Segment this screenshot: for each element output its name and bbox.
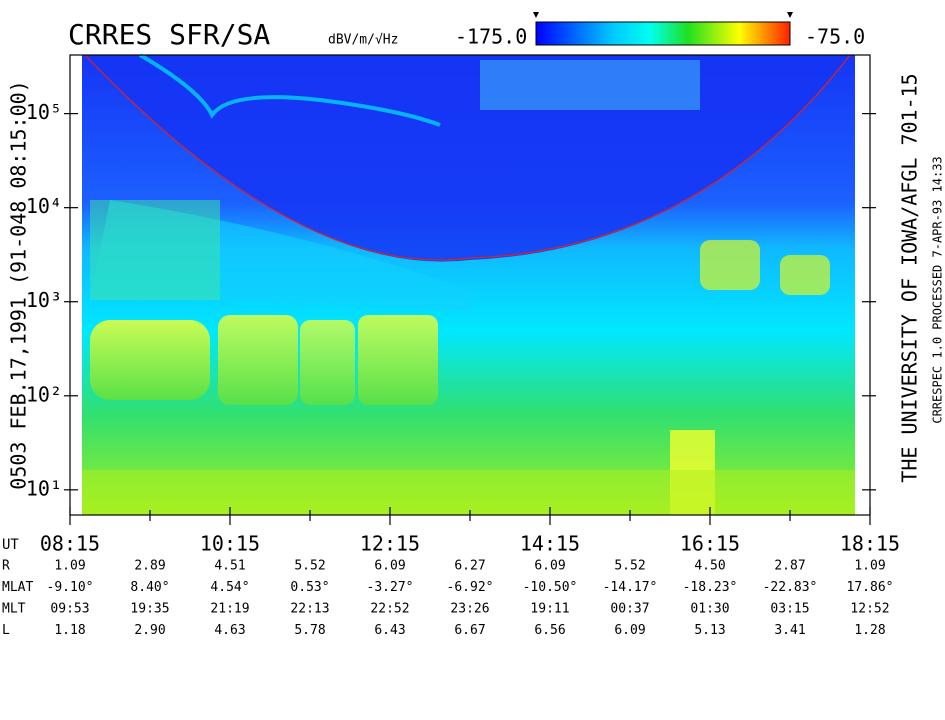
colorbar-end-marker xyxy=(533,12,539,18)
ephemeris-value: 2.87 xyxy=(774,559,805,574)
ephemeris-value: 22:52 xyxy=(370,602,409,617)
ephemeris-value: -14.17° xyxy=(603,580,658,595)
ephemeris-value: 19:35 xyxy=(130,602,169,617)
ephemeris-value: 6.56 xyxy=(534,623,565,638)
ephemeris-value: -22.83° xyxy=(763,580,818,595)
y-tick-label: 10² xyxy=(26,382,62,406)
ephemeris-row-name: R xyxy=(2,559,10,574)
y-tick-label: 10⁵ xyxy=(26,100,62,124)
ephemeris-value: 21:19 xyxy=(210,602,249,617)
ephemeris-value: 1.28 xyxy=(854,623,885,638)
y-tick-label: 10³ xyxy=(26,288,62,312)
ephemeris-value: -9.10° xyxy=(47,580,94,595)
x-tick-label: 10:15 xyxy=(200,532,260,556)
ephemeris-value: 6.43 xyxy=(374,623,405,638)
colorbar-max-label: -75.0 xyxy=(805,25,865,49)
ephemeris-value: 00:37 xyxy=(610,602,649,617)
footer-note: CRRESPEC 1.0 PROCESSED 7-APR-93 14:33 xyxy=(931,156,945,423)
ephemeris-value: 6.09 xyxy=(534,559,565,574)
spectrogram xyxy=(82,53,855,515)
ephemeris-value: 6.09 xyxy=(614,623,645,638)
ephemeris-value: 5.52 xyxy=(294,559,325,574)
ephemeris-value: 6.67 xyxy=(454,623,485,638)
ephemeris-value: -18.23° xyxy=(683,580,738,595)
ephemeris-value: 5.13 xyxy=(694,623,725,638)
ephemeris-value: 3.41 xyxy=(774,623,805,638)
colorbar-label: dBV/m/√Hz xyxy=(328,33,398,48)
ephemeris-value: 4.63 xyxy=(214,623,245,638)
left-label: 0503 FEB.17,1991 (91-048 08:15:00) xyxy=(7,80,31,489)
y-tick-label: 10¹ xyxy=(26,476,62,500)
ephemeris-value: 6.27 xyxy=(454,559,485,574)
ephemeris-value: -6.92° xyxy=(447,580,494,595)
ephemeris-value: 2.89 xyxy=(134,559,165,574)
ephemeris-value: 6.09 xyxy=(374,559,405,574)
ephemeris-value: 8.40° xyxy=(130,580,169,595)
ephemeris-row-name: MLAT xyxy=(2,580,33,595)
ephemeris-value: 2.90 xyxy=(134,623,165,638)
ephemeris-value: 4.54° xyxy=(210,580,249,595)
ephemeris-x-label: UT xyxy=(2,537,19,553)
ephemeris-value: 5.52 xyxy=(614,559,645,574)
ephemeris-value: 23:26 xyxy=(450,602,489,617)
ephemeris-value: 09:53 xyxy=(50,602,89,617)
x-tick-label: 14:15 xyxy=(520,532,580,556)
ephemeris-value: 17.86° xyxy=(847,580,894,595)
ephemeris-value: 22:13 xyxy=(290,602,329,617)
right-label: THE UNIVERSITY OF IOWA/AFGL 701-15 xyxy=(898,73,922,482)
ephemeris-value: 5.78 xyxy=(294,623,325,638)
colorbar-min-label: -175.0 xyxy=(455,25,527,49)
x-tick-label: 16:15 xyxy=(680,532,740,556)
x-tick-label: 18:15 xyxy=(840,532,900,556)
ephemeris-value: -3.27° xyxy=(367,580,414,595)
ephemeris-value: 0.53° xyxy=(290,580,329,595)
y-tick-label: 10⁴ xyxy=(26,194,62,218)
ephemeris-row-name: L xyxy=(2,623,10,638)
ephemeris-value: 1.18 xyxy=(54,623,85,638)
colorbar xyxy=(535,21,791,46)
colorbar-end-marker xyxy=(787,12,793,18)
ephemeris-value: 01:30 xyxy=(690,602,729,617)
x-tick-label: 08:15 xyxy=(40,532,100,556)
ephemeris-value: 1.09 xyxy=(854,559,885,574)
ephemeris-value: 4.50 xyxy=(694,559,725,574)
ephemeris-value: 1.09 xyxy=(54,559,85,574)
x-tick-label: 12:15 xyxy=(360,532,420,556)
ephemeris-value: -10.50° xyxy=(523,580,578,595)
ephemeris-value: 19:11 xyxy=(530,602,569,617)
ephemeris-value: 03:15 xyxy=(770,602,809,617)
ephemeris-value: 4.51 xyxy=(214,559,245,574)
ephemeris-value: 12:52 xyxy=(850,602,889,617)
chart-title: CRRES SFR/SA xyxy=(68,18,270,51)
ephemeris-row-name: MLT xyxy=(2,602,26,617)
